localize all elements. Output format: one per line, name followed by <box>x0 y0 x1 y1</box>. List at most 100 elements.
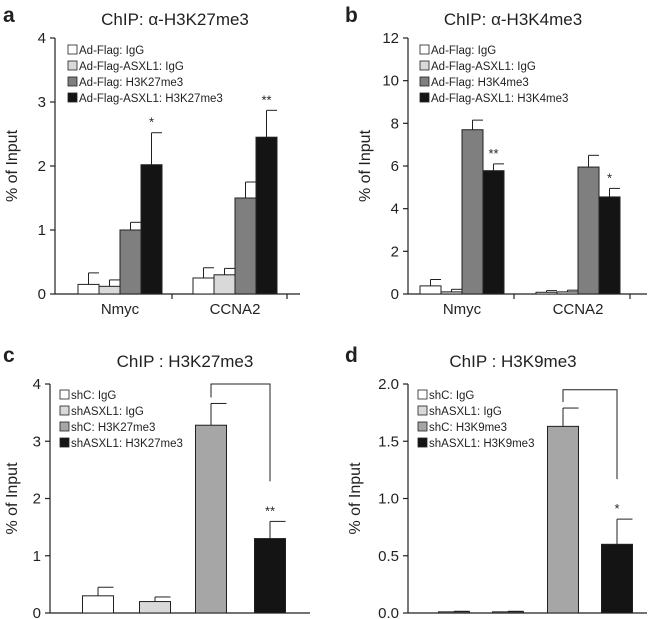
y-tick-label: 1 <box>33 548 41 565</box>
legend-swatch <box>67 44 78 55</box>
panel-c: c ChIP : H3K27me3 0 1 2 3 4 % of Input ** shC: Ig… <box>3 344 310 619</box>
bar <box>461 129 484 295</box>
y-tick-label: 1.5 <box>378 433 399 450</box>
bar <box>419 285 442 295</box>
bar <box>234 197 257 295</box>
bar <box>140 164 163 295</box>
bar <box>440 291 463 295</box>
legend-swatch <box>419 44 430 55</box>
legend-swatch <box>59 421 70 432</box>
panel-letter: c <box>3 344 15 367</box>
y-tick-label: 1.0 <box>378 491 399 508</box>
y-tick-label: 3 <box>33 433 41 450</box>
bar <box>438 611 470 614</box>
y-tick-label: 8 <box>391 115 399 132</box>
y-tick-label: 4 <box>33 376 41 393</box>
legend-label: shC: H3K27me3 <box>71 422 155 434</box>
y-tick-label: 0 <box>391 286 399 303</box>
legend-swatch <box>59 389 70 400</box>
legend-label: Ad-Flag-ASXL1: IgG <box>431 61 536 73</box>
legend-swatch <box>59 405 70 416</box>
panel-b: b ChIP: α-H3K4me3 0 2 4 6 8 10 12 % of Input Nmyc C… <box>345 4 647 318</box>
legend-label: Ad-Flag: H3K27me3 <box>79 77 183 89</box>
bar <box>601 543 633 614</box>
legend-swatch <box>419 76 430 87</box>
y-tick-label: 10 <box>382 73 399 90</box>
legend-label: Ad-Flag: IgG <box>431 45 496 57</box>
y-tick-label: 12 <box>382 30 399 47</box>
bar <box>213 274 236 295</box>
panel-letter: b <box>345 4 358 27</box>
y-tick-label: 4 <box>391 201 399 218</box>
panel-letter: d <box>345 344 358 367</box>
significance-marker: * <box>614 501 619 516</box>
bar <box>119 229 142 295</box>
legend-label: shASXL1: H3K9me3 <box>429 438 534 450</box>
bar <box>77 283 100 295</box>
y-axis-label: % of Input <box>357 129 374 202</box>
legend-label: shC: H3K9me3 <box>429 422 507 434</box>
bar <box>98 285 121 295</box>
bar <box>82 595 114 614</box>
y-tick-label: 0 <box>38 286 46 303</box>
panel-a: a ChIP: α-H3K27me3 0 1 2 3 4 % of Input Nmyc CCNA… <box>3 4 300 318</box>
bar <box>598 196 621 295</box>
significance-marker: * <box>607 170 612 185</box>
significance-marker: ** <box>265 503 275 518</box>
legend-label: shC: IgG <box>71 390 116 402</box>
chart-title: ChIP: α-H3K27me3 <box>101 10 249 29</box>
y-tick-label: 3 <box>38 94 46 111</box>
panel-letter: a <box>3 4 15 27</box>
legend-label: Ad-Flag: IgG <box>79 45 144 57</box>
significance-marker: ** <box>261 92 271 107</box>
legend-label: shASXL1: IgG <box>71 406 144 418</box>
bar <box>535 291 558 295</box>
legend-swatch <box>417 405 428 416</box>
chart-title: ChIP : H3K9me3 <box>449 352 576 371</box>
legend-label: shASXL1: H3K27me3 <box>71 438 183 450</box>
legend-swatch <box>419 60 430 71</box>
legend-swatch <box>417 389 428 400</box>
chart-title: ChIP : H3K27me3 <box>117 352 254 371</box>
legend-swatch <box>67 92 78 103</box>
bar <box>254 538 286 614</box>
legend-swatch <box>59 437 70 448</box>
y-tick-label: 2.0 <box>378 376 399 393</box>
legend-label: Ad-Flag-ASXL1: IgG <box>79 61 184 73</box>
y-tick-label: 6 <box>391 158 399 175</box>
bar <box>482 170 505 295</box>
y-tick-label: 2 <box>33 491 41 508</box>
comparison-bracket <box>210 383 271 482</box>
legend-label: shC: IgG <box>429 390 474 402</box>
bar <box>556 291 579 295</box>
x-category-label: Nmyc <box>443 301 482 318</box>
significance-marker: ** <box>488 146 498 161</box>
y-tick-label: 2 <box>38 158 46 175</box>
y-tick-label: 0 <box>33 605 41 619</box>
y-tick-label: 0.5 <box>378 548 399 565</box>
bar <box>195 424 227 614</box>
legend-swatch <box>67 60 78 71</box>
panel-d: d ChIP : H3K9me3 0.0 0.5 1.0 1.5 2.0 % of Input… <box>345 344 647 619</box>
bar <box>192 277 215 295</box>
bar <box>139 601 171 614</box>
y-axis-label: % of Input <box>347 462 364 535</box>
legend-label: Ad-Flag-ASXL1: H3K4me3 <box>431 93 568 105</box>
bar <box>492 611 524 614</box>
y-tick-label: 4 <box>38 30 46 47</box>
legend-swatch <box>417 421 428 432</box>
legend-label: shASXL1: IgG <box>429 406 502 418</box>
bar <box>547 425 579 614</box>
x-category-label: Nmyc <box>101 301 140 318</box>
y-axis-label: % of Input <box>4 462 21 535</box>
legend-label: Ad-Flag-ASXL1: H3K27me3 <box>79 93 223 105</box>
legend-label: Ad-Flag: H3K4me3 <box>431 77 529 89</box>
bar <box>577 166 600 295</box>
y-tick-label: 2 <box>391 243 399 260</box>
bar <box>255 136 278 295</box>
legend-swatch <box>417 437 428 448</box>
x-category-label: CCNA2 <box>210 301 261 318</box>
comparison-bracket <box>562 389 618 480</box>
legend-swatch <box>419 92 430 103</box>
